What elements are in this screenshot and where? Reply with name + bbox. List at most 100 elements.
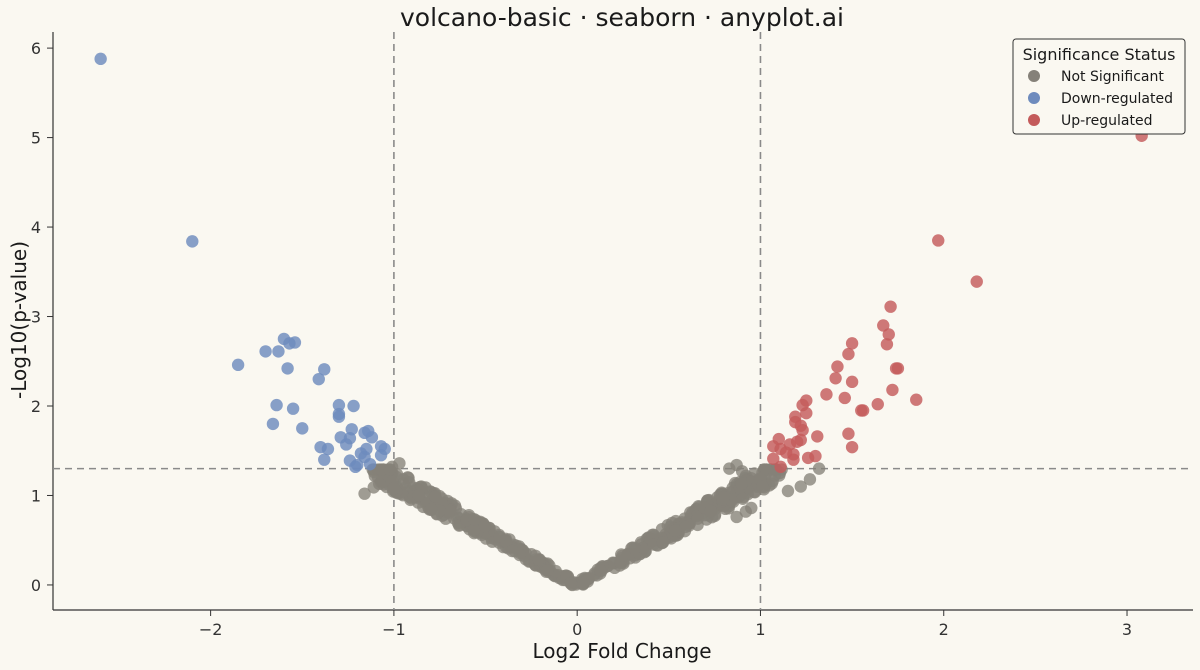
- point-not-significant: [373, 477, 386, 491]
- legend-marker-up-regulated: [1028, 114, 1040, 126]
- y-tick-label: 4: [31, 218, 41, 237]
- point-up-regulated: [910, 393, 923, 406]
- point-not-significant: [594, 564, 607, 577]
- point-up-regulated: [800, 406, 813, 420]
- point-down-regulated: [270, 398, 283, 412]
- point-not-significant: [647, 538, 660, 551]
- point-down-regulated: [354, 447, 368, 460]
- point-up-regulated: [767, 452, 780, 465]
- point-not-significant: [443, 504, 457, 518]
- point-up-regulated: [882, 328, 895, 341]
- point-not-significant: [704, 504, 717, 518]
- axes-group: −2 −1 0 1 2 3 0 1 2 3 4 5 6: [31, 32, 1193, 639]
- point-down-regulated: [296, 422, 309, 435]
- point-down-regulated: [281, 362, 294, 375]
- point-up-regulated: [932, 234, 945, 247]
- legend-marker-down-regulated: [1028, 92, 1040, 104]
- point-not-significant: [564, 577, 577, 590]
- point-up-regulated: [970, 275, 983, 288]
- point-up-regulated: [838, 391, 851, 405]
- point-up-regulated: [811, 430, 824, 443]
- point-not-significant: [403, 476, 416, 489]
- x-tick-label: 1: [755, 620, 765, 639]
- point-down-regulated: [286, 402, 300, 415]
- y-tick-label: 1: [31, 486, 41, 505]
- point-down-regulated: [321, 442, 335, 456]
- point-down-regulated: [318, 453, 331, 466]
- point-up-regulated: [809, 449, 822, 463]
- point-up-regulated: [845, 440, 859, 454]
- point-not-significant: [467, 512, 481, 526]
- point-not-significant: [628, 541, 642, 555]
- y-axis-label: -Log10(p-value): [7, 241, 31, 399]
- point-up-regulated: [789, 415, 802, 429]
- point-down-regulated: [318, 363, 331, 376]
- point-down-regulated: [259, 345, 272, 358]
- point-not-significant: [717, 491, 731, 504]
- point-up-regulated: [796, 423, 809, 437]
- y-tick-label: 6: [31, 39, 41, 58]
- point-not-significant: [759, 463, 773, 476]
- point-not-significant: [735, 477, 748, 490]
- x-tick-label: 3: [1122, 620, 1132, 639]
- point-up-regulated: [880, 338, 894, 351]
- point-not-significant: [429, 490, 442, 503]
- point-down-regulated: [266, 417, 280, 431]
- point-down-regulated: [231, 358, 245, 372]
- point-up-regulated: [855, 404, 868, 417]
- x-axis-label: Log2 Fold Change: [532, 639, 711, 663]
- point-not-significant: [577, 577, 590, 590]
- point-down-regulated: [186, 235, 199, 248]
- x-tick-label: 0: [572, 620, 582, 639]
- point-not-significant: [691, 512, 705, 525]
- legend-label-not-significant: Not Significant: [1061, 69, 1164, 85]
- point-not-significant: [803, 473, 817, 486]
- point-up-regulated: [877, 319, 890, 332]
- point-down-regulated: [374, 449, 388, 462]
- point-not-significant: [730, 510, 743, 524]
- x-tick-label: −2: [199, 620, 223, 639]
- threshold-lines: [53, 32, 1193, 610]
- point-up-regulated: [871, 398, 884, 411]
- point-down-regulated: [365, 431, 379, 444]
- point-up-regulated: [831, 360, 844, 373]
- x-tick-label: −1: [382, 620, 406, 639]
- point-not-significant: [541, 563, 554, 577]
- point-down-regulated: [272, 345, 285, 358]
- legend-label-down-regulated: Down-regulated: [1061, 91, 1173, 107]
- point-not-significant: [781, 484, 795, 498]
- scatter-points: [94, 52, 1148, 592]
- point-up-regulated: [842, 427, 855, 440]
- point-not-significant: [505, 544, 519, 558]
- y-tick-label: 2: [31, 397, 41, 416]
- point-not-significant: [679, 520, 692, 534]
- point-up-regulated: [842, 347, 855, 361]
- point-not-significant: [616, 549, 629, 562]
- point-up-regulated: [779, 446, 793, 459]
- legend: Significance Status Not Significant Down…: [1012, 38, 1186, 135]
- legend-box: [1012, 38, 1186, 135]
- y-tick-label: 3: [31, 308, 41, 327]
- point-not-significant: [669, 524, 682, 537]
- chart-title: volcano-basic · seaborn · anyplot.ai: [400, 3, 844, 32]
- point-down-regulated: [363, 457, 377, 471]
- point-not-significant: [794, 480, 807, 493]
- point-not-significant: [412, 489, 425, 502]
- point-down-regulated: [94, 52, 107, 66]
- point-not-significant: [424, 502, 438, 516]
- point-not-significant: [736, 492, 750, 505]
- point-down-regulated: [332, 410, 346, 423]
- x-tick-label: 2: [939, 620, 949, 639]
- point-not-significant: [756, 480, 769, 493]
- point-up-regulated: [884, 300, 897, 313]
- point-up-regulated: [845, 337, 859, 350]
- point-not-significant: [387, 482, 401, 495]
- point-up-regulated: [820, 388, 833, 401]
- y-tick-label: 5: [31, 129, 41, 148]
- point-up-regulated: [774, 460, 787, 474]
- legend-title: Significance Status: [1023, 45, 1176, 64]
- point-down-regulated: [349, 460, 362, 474]
- point-up-regulated: [886, 383, 899, 397]
